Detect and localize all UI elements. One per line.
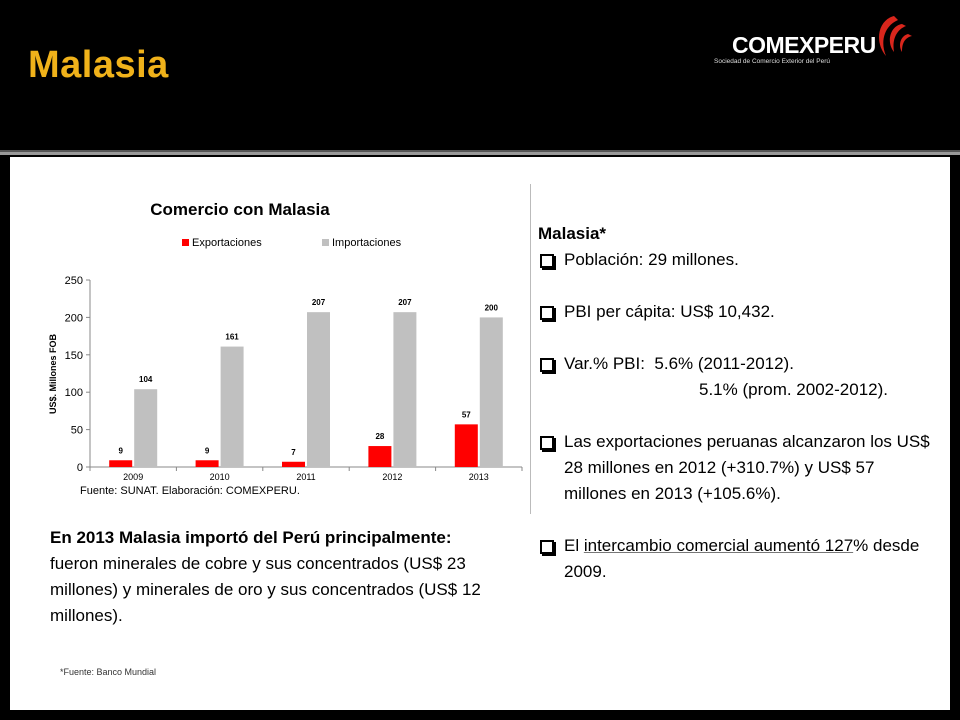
bar-exportaciones-2010 [195, 460, 219, 467]
logo-subtitle: Sociedad de Comercio Exterior del Perú [714, 58, 830, 65]
imports-body: fueron minerales de cobre y sus concentr… [50, 554, 481, 625]
x-tick-label: 2012 [382, 472, 402, 482]
imports-summary: En 2013 Malasia importó del Perú princip… [50, 525, 520, 629]
bar-importaciones-2012 [393, 312, 417, 467]
checkbox-bullet-icon [540, 306, 554, 320]
checkbox-bullet-icon [540, 540, 554, 554]
intercambio-pre: El [564, 536, 584, 555]
data-label: 207 [398, 298, 412, 307]
exports-text: Las exportaciones peruanas alcanzaron lo… [564, 432, 930, 503]
checkbox-bullet-icon [540, 436, 554, 450]
pbi-text: PBI per cápita: US$ 10,432. [564, 302, 775, 321]
data-label: 7 [291, 448, 296, 457]
bar-importaciones-2011 [307, 312, 330, 467]
vertical-divider [530, 184, 531, 514]
bullet-poblacion: Población: 29 millones. [538, 247, 938, 273]
x-tick-label: 2009 [123, 472, 143, 482]
bullet-pbi: PBI per cápita: US$ 10,432. [538, 299, 938, 325]
imports-heading: En 2013 Malasia importó del Perú princip… [50, 528, 452, 547]
bar-exportaciones-2011 [282, 461, 305, 467]
bullet-exports: Las exportaciones peruanas alcanzaron lo… [538, 429, 938, 507]
logo-name: COMEXPERU [732, 32, 876, 58]
y-axis-label: US$. Millones FOB [48, 333, 58, 414]
header-bar: Malasia COMEXPERU Sociedad de Comercio E… [0, 0, 960, 150]
data-label: 161 [225, 333, 239, 342]
poblacion-text: Población: 29 millones. [564, 250, 739, 269]
x-tick-label: 2011 [296, 472, 315, 482]
slide-title: Malasia [28, 44, 169, 86]
bar-exportaciones-2009 [109, 460, 133, 467]
x-tick-label: 2013 [469, 472, 489, 482]
facts-heading: Malasia* [538, 224, 607, 243]
trade-chart: Comercio con Malasia Exportaciones Import… [48, 200, 523, 497]
intercambio-highlight: intercambio comercial aumentó 127 [583, 536, 854, 555]
chart-source: Fuente: SUNAT. Elaboración: COMEXPERU. [80, 485, 300, 497]
checkbox-bullet-icon [540, 254, 554, 268]
chart-legend: Exportaciones Importaciones [182, 237, 402, 249]
comexperu-logo: COMEXPERU Sociedad de Comercio Exterior … [700, 12, 935, 72]
data-label: 104 [139, 375, 153, 384]
y-tick-label: 100 [65, 387, 83, 399]
y-tick-label: 150 [65, 350, 83, 362]
bar-importaciones-2009 [134, 389, 158, 467]
data-label: 57 [462, 410, 471, 419]
y-tick-label: 0 [77, 462, 83, 474]
bar-importaciones-2013 [479, 317, 503, 467]
checkbox-bullet-icon [540, 358, 554, 372]
footnote: *Fuente: Banco Mundial [60, 667, 157, 677]
legend-label: Importaciones [332, 237, 402, 249]
var-pbi-line2: 5.1% (prom. 2002-2012). [699, 380, 888, 399]
x-tick-label: 2010 [210, 472, 230, 482]
bullet-var-pbi: Var.% PBI: 5.6% (2011-2012). 5.1% (prom.… [538, 351, 938, 403]
chart-title: Comercio con Malasia [150, 200, 330, 219]
bullet-intercambio: El intercambio comercial aumentó 127% de… [538, 533, 938, 585]
bar-importaciones-2010 [220, 346, 244, 467]
intercambio-post: % desde 2009. [564, 536, 920, 581]
bar-exportaciones-2013 [454, 424, 478, 467]
country-facts: Malasia* Población: 29 millones. PBI per… [538, 221, 938, 585]
y-tick-label: 250 [65, 275, 83, 287]
legend-swatch-exportaciones [182, 239, 189, 246]
y-tick-label: 50 [71, 425, 83, 437]
logo-swirl-icon [879, 16, 912, 56]
data-label: 207 [312, 298, 326, 307]
chart-bars: 9 104 9 161 7 207 28 207 57 200 [109, 298, 503, 467]
legend-swatch-importaciones [322, 239, 329, 246]
data-label: 200 [485, 303, 499, 312]
data-label: 9 [205, 446, 210, 455]
data-label: 28 [375, 432, 384, 441]
header-divider-light [0, 152, 960, 155]
header-divider [0, 150, 960, 152]
legend-label: Exportaciones [192, 237, 262, 249]
chart-container: Comercio con Malasia Exportaciones Import… [42, 184, 532, 514]
bar-exportaciones-2012 [368, 446, 392, 467]
y-tick-label: 200 [65, 312, 83, 324]
var-pbi-line1: Var.% PBI: 5.6% (2011-2012). [564, 354, 794, 373]
data-label: 9 [118, 446, 123, 455]
slide-content: Comercio con Malasia Exportaciones Import… [10, 157, 950, 710]
